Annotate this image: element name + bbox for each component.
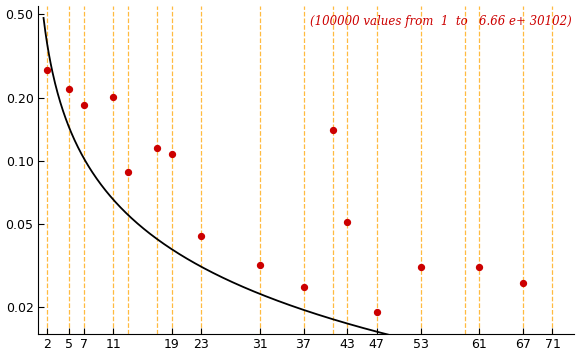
Point xyxy=(123,170,132,175)
Point xyxy=(372,309,382,315)
Point xyxy=(474,265,484,270)
Point xyxy=(167,151,176,157)
Point xyxy=(79,102,89,108)
Point xyxy=(299,284,308,290)
Point xyxy=(328,127,338,133)
Point xyxy=(64,86,74,92)
Point xyxy=(343,219,352,225)
Point xyxy=(197,233,206,238)
Point xyxy=(519,281,528,286)
Text: (100000 values from  1  to   6.66 e+ 30102): (100000 values from 1 to 6.66 e+ 30102) xyxy=(310,15,572,29)
Point xyxy=(42,67,52,73)
Point xyxy=(255,262,264,267)
Point xyxy=(108,94,118,100)
Point xyxy=(153,145,162,151)
Point xyxy=(416,265,425,270)
